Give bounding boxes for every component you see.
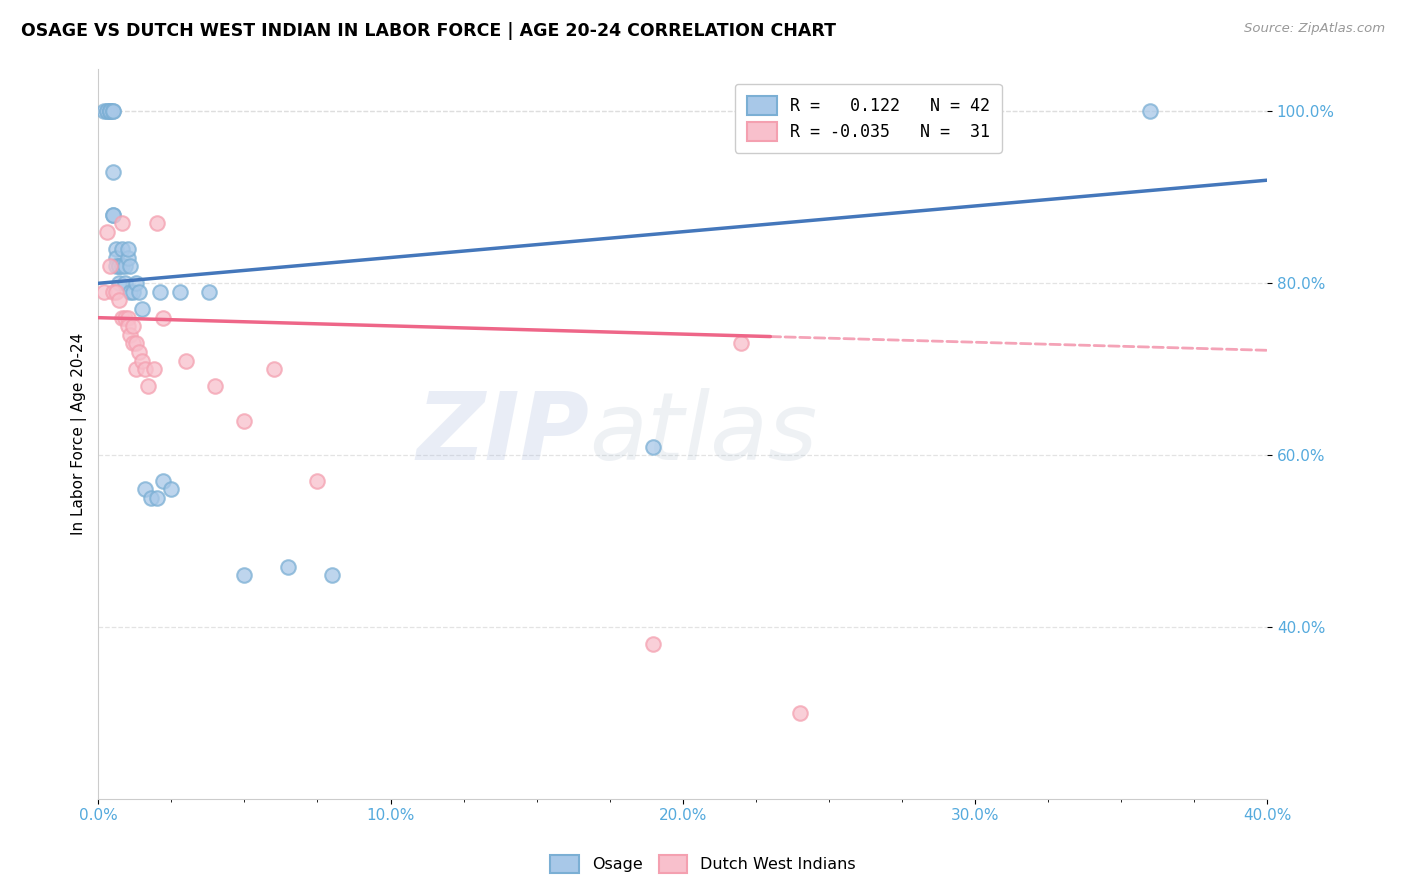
- Point: [111, 310, 134, 325]
- Point: [111, 242, 134, 256]
- Point: [117, 251, 139, 265]
- Point: [134, 483, 156, 497]
- Point: [120, 259, 142, 273]
- Point: [101, 208, 124, 222]
- Point: [104, 242, 127, 256]
- Point: [174, 353, 197, 368]
- Point: [98, 104, 121, 119]
- Point: [101, 104, 124, 119]
- Point: [160, 483, 183, 497]
- Point: [169, 285, 191, 299]
- Point: [120, 285, 142, 299]
- Point: [136, 379, 159, 393]
- Point: [96, 104, 118, 119]
- Point: [104, 251, 127, 265]
- Point: [198, 285, 221, 299]
- Point: [263, 362, 285, 376]
- Point: [117, 310, 139, 325]
- Point: [131, 353, 153, 368]
- Point: [789, 706, 811, 720]
- Point: [643, 637, 665, 651]
- Point: [111, 259, 134, 273]
- Point: [125, 277, 148, 291]
- Point: [101, 285, 124, 299]
- Point: [114, 310, 136, 325]
- Point: [128, 285, 150, 299]
- Point: [139, 491, 162, 505]
- Point: [152, 310, 174, 325]
- Point: [307, 474, 329, 488]
- Text: OSAGE VS DUTCH WEST INDIAN IN LABOR FORCE | AGE 20-24 CORRELATION CHART: OSAGE VS DUTCH WEST INDIAN IN LABOR FORC…: [21, 22, 837, 40]
- Point: [204, 379, 226, 393]
- Point: [101, 104, 124, 119]
- Point: [131, 301, 153, 316]
- Point: [128, 345, 150, 359]
- Point: [321, 568, 343, 582]
- Point: [120, 327, 142, 342]
- Point: [125, 336, 148, 351]
- Y-axis label: In Labor Force | Age 20-24: In Labor Force | Age 20-24: [72, 333, 87, 535]
- Point: [114, 259, 136, 273]
- Point: [107, 259, 129, 273]
- Point: [142, 362, 165, 376]
- Point: [233, 414, 256, 428]
- Point: [730, 336, 752, 351]
- Point: [1139, 104, 1161, 119]
- Text: atlas: atlas: [589, 388, 817, 479]
- Point: [149, 285, 172, 299]
- Point: [111, 216, 134, 230]
- Text: Source: ZipAtlas.com: Source: ZipAtlas.com: [1244, 22, 1385, 36]
- Point: [134, 362, 156, 376]
- Point: [98, 104, 121, 119]
- Text: ZIP: ZIP: [416, 388, 589, 480]
- Point: [107, 293, 129, 308]
- Point: [96, 225, 118, 239]
- Point: [152, 474, 174, 488]
- Point: [104, 285, 127, 299]
- Point: [104, 259, 127, 273]
- Point: [93, 104, 115, 119]
- Legend: R =   0.122   N = 42, R = -0.035   N =  31: R = 0.122 N = 42, R = -0.035 N = 31: [735, 84, 1001, 153]
- Point: [107, 277, 129, 291]
- Point: [114, 277, 136, 291]
- Point: [122, 319, 145, 334]
- Point: [98, 104, 121, 119]
- Point: [96, 104, 118, 119]
- Point: [643, 440, 665, 454]
- Point: [122, 336, 145, 351]
- Point: [117, 319, 139, 334]
- Point: [125, 362, 148, 376]
- Point: [146, 491, 169, 505]
- Point: [122, 285, 145, 299]
- Point: [146, 216, 169, 230]
- Point: [101, 208, 124, 222]
- Point: [107, 259, 129, 273]
- Point: [93, 285, 115, 299]
- Point: [101, 164, 124, 178]
- Point: [277, 559, 299, 574]
- Point: [117, 242, 139, 256]
- Legend: Osage, Dutch West Indians: Osage, Dutch West Indians: [544, 848, 862, 880]
- Point: [233, 568, 256, 582]
- Point: [98, 259, 121, 273]
